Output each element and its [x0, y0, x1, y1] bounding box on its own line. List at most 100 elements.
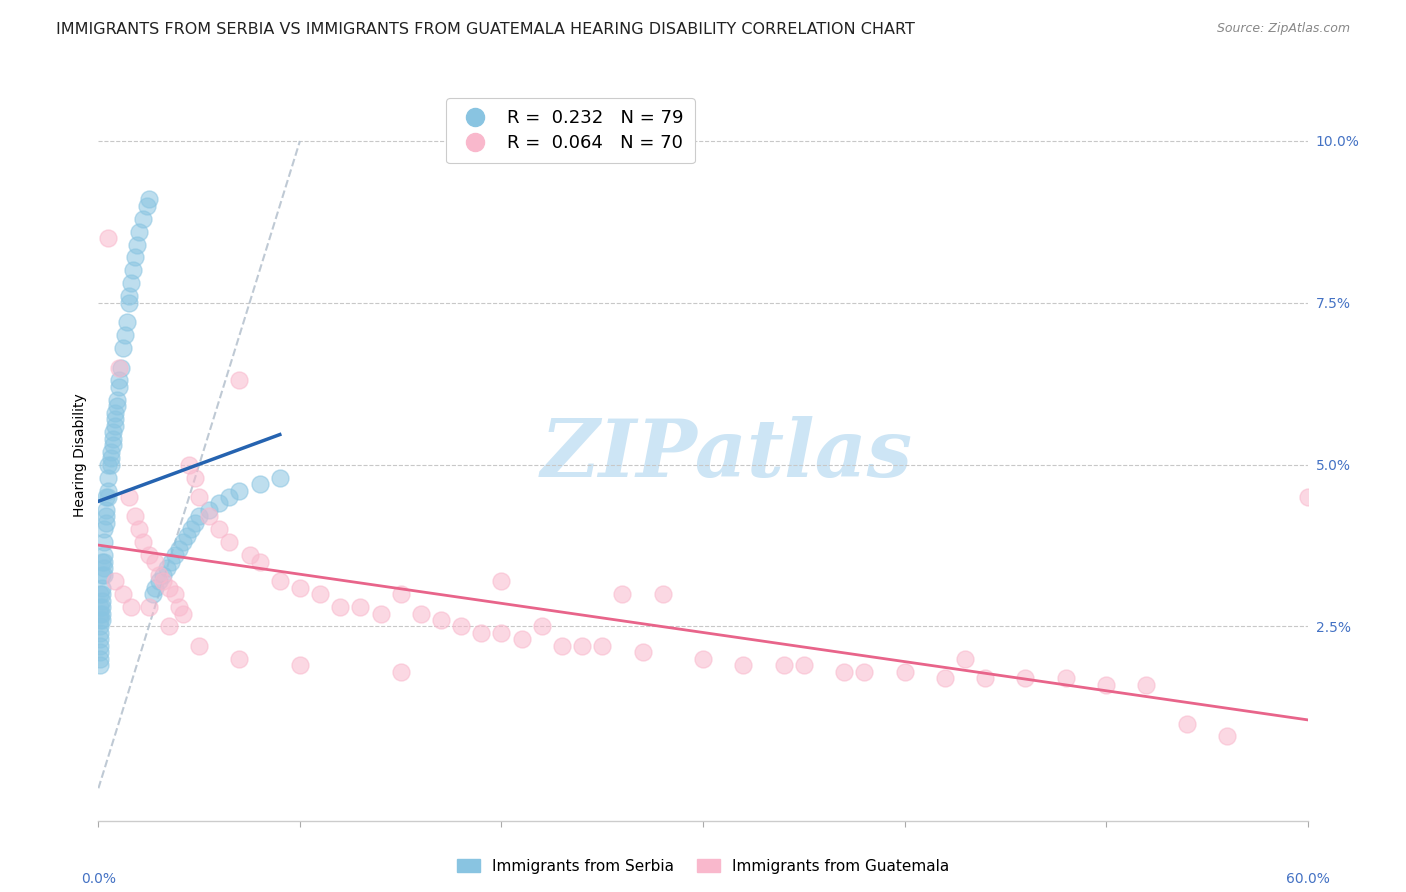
Text: IMMIGRANTS FROM SERBIA VS IMMIGRANTS FROM GUATEMALA HEARING DISABILITY CORRELATI: IMMIGRANTS FROM SERBIA VS IMMIGRANTS FRO…: [56, 22, 915, 37]
Point: [269, 470, 291, 484]
Point: [97, 490, 120, 504]
Point: [157, 619, 180, 633]
Point: [128, 225, 150, 239]
Point: [156, 561, 179, 575]
Point: [163, 587, 186, 601]
Point: [591, 639, 613, 653]
Point: [103, 418, 125, 433]
Point: [218, 490, 240, 504]
Point: [198, 503, 221, 517]
Point: [114, 328, 136, 343]
Point: [132, 211, 155, 226]
Point: [184, 470, 207, 484]
Point: [138, 600, 160, 615]
Point: [551, 639, 574, 653]
Point: [105, 400, 128, 414]
Point: [143, 581, 166, 595]
Point: [100, 451, 122, 466]
Point: [893, 665, 915, 679]
Point: [491, 626, 513, 640]
Text: 0.0%: 0.0%: [82, 872, 115, 887]
Point: [89, 639, 111, 653]
Point: [228, 652, 250, 666]
Point: [974, 671, 997, 685]
Point: [934, 671, 956, 685]
Point: [269, 574, 291, 589]
Point: [101, 438, 124, 452]
Point: [101, 432, 124, 446]
Point: [89, 607, 111, 621]
Point: [853, 665, 876, 679]
Point: [793, 658, 815, 673]
Point: [89, 626, 111, 640]
Point: [96, 490, 118, 504]
Point: [120, 277, 142, 291]
Point: [91, 593, 114, 607]
Point: [124, 509, 146, 524]
Point: [172, 535, 194, 549]
Point: [239, 548, 262, 562]
Point: [349, 600, 371, 615]
Point: [1135, 678, 1157, 692]
Point: [93, 548, 115, 562]
Point: [163, 548, 186, 562]
Point: [409, 607, 432, 621]
Point: [97, 483, 120, 498]
Point: [832, 665, 855, 679]
Point: [172, 607, 194, 621]
Text: ZIPatlas: ZIPatlas: [541, 417, 914, 493]
Point: [111, 587, 134, 601]
Y-axis label: Hearing Disability: Hearing Disability: [73, 393, 87, 516]
Point: [188, 509, 211, 524]
Point: [309, 587, 332, 601]
Point: [530, 619, 553, 633]
Point: [132, 535, 155, 549]
Point: [188, 490, 211, 504]
Point: [953, 652, 976, 666]
Point: [218, 535, 240, 549]
Point: [430, 613, 453, 627]
Point: [103, 574, 125, 589]
Point: [91, 567, 114, 582]
Point: [249, 555, 271, 569]
Point: [100, 444, 122, 458]
Point: [1175, 716, 1198, 731]
Point: [89, 619, 111, 633]
Point: [176, 529, 198, 543]
Point: [91, 613, 114, 627]
Point: [118, 295, 141, 310]
Point: [138, 192, 160, 206]
Point: [97, 458, 120, 472]
Point: [167, 541, 190, 556]
Point: [93, 535, 115, 549]
Point: [208, 496, 231, 510]
Point: [208, 522, 231, 536]
Point: [107, 374, 129, 388]
Point: [148, 567, 170, 582]
Point: [288, 658, 311, 673]
Point: [93, 567, 115, 582]
Point: [288, 581, 311, 595]
Point: [228, 374, 250, 388]
Point: [692, 652, 714, 666]
Point: [91, 587, 114, 601]
Point: [450, 619, 472, 633]
Point: [111, 341, 134, 355]
Point: [143, 555, 166, 569]
Point: [1054, 671, 1077, 685]
Point: [89, 600, 111, 615]
Point: [135, 199, 157, 213]
Point: [93, 555, 115, 569]
Point: [97, 470, 120, 484]
Point: [160, 555, 183, 569]
Point: [91, 581, 114, 595]
Point: [612, 587, 634, 601]
Point: [91, 555, 114, 569]
Point: [249, 477, 271, 491]
Point: [142, 587, 165, 601]
Point: [228, 483, 250, 498]
Point: [110, 360, 132, 375]
Point: [179, 458, 201, 472]
Point: [1014, 671, 1036, 685]
Point: [389, 587, 412, 601]
